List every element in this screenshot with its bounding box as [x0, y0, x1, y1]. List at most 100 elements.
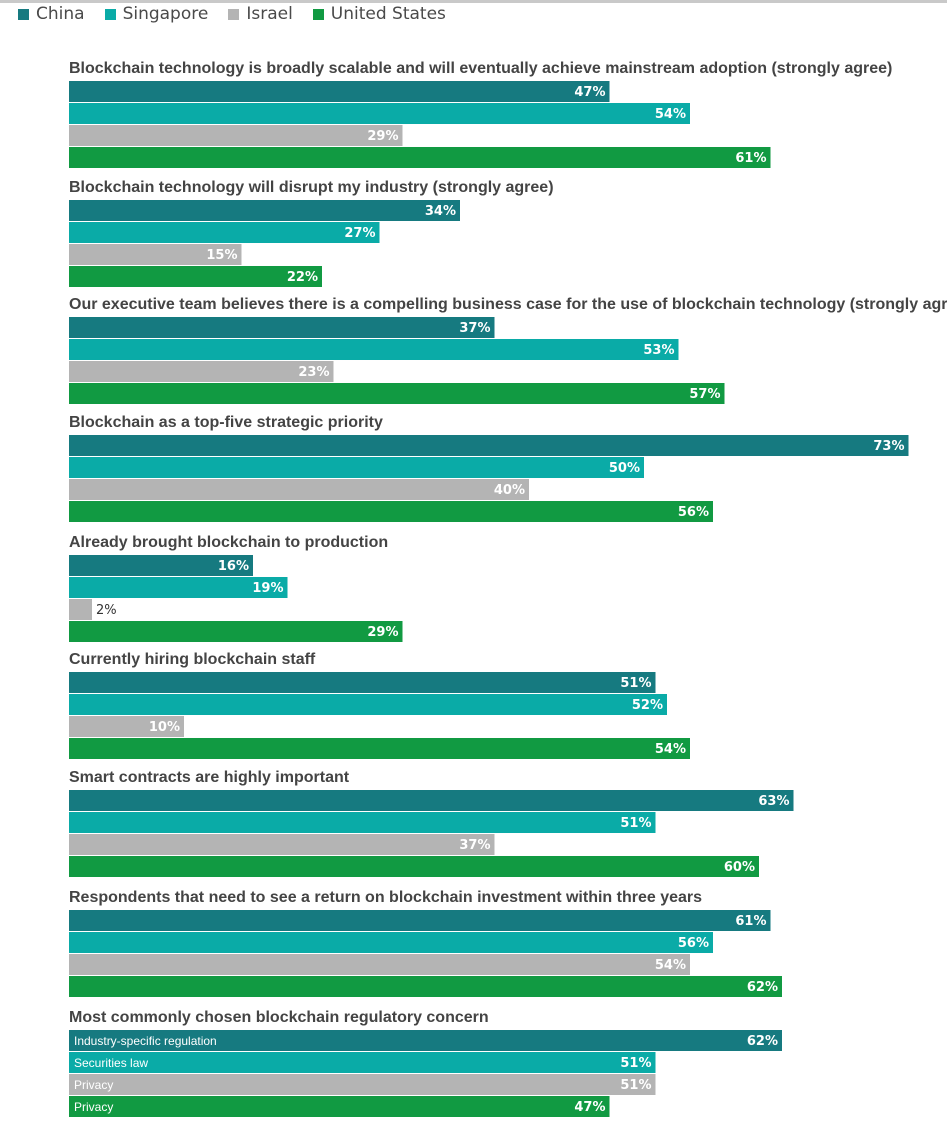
value-label-singapore-6: 52% — [632, 698, 663, 713]
legend-swatch-united-states — [312, 8, 324, 20]
bar-annotation-3: Privacy — [74, 1078, 113, 1092]
bar-israel-8 — [69, 954, 690, 975]
bar-singapore-9 — [69, 1052, 656, 1073]
legend-label-united-states: United States — [330, 4, 446, 24]
value-label-israel-7: 37% — [459, 838, 490, 853]
value-label-china-2: 34% — [425, 204, 456, 219]
value-label-singapore-8: 56% — [678, 936, 709, 951]
bar-singapore-6 — [69, 694, 667, 715]
value-label-united-states-2: 22% — [287, 270, 318, 285]
bar-china-1 — [69, 81, 610, 102]
legend-item-israel: Israel — [228, 4, 293, 24]
value-label-singapore-7: 51% — [620, 816, 651, 831]
category-title-3: Our executive team believes there is a c… — [69, 296, 947, 313]
bar-china-7 — [69, 790, 794, 811]
bar-singapore-8 — [69, 932, 713, 953]
category-title-1: Blockchain technology is broadly scalabl… — [69, 60, 892, 77]
value-label-israel-9: 51% — [620, 1078, 651, 1093]
bar-united-states-4 — [69, 501, 713, 522]
value-label-united-states-6: 54% — [655, 742, 686, 757]
legend-label-israel: Israel — [246, 4, 293, 24]
bar-united-states-2 — [69, 266, 322, 287]
value-label-israel-5: 2% — [96, 603, 117, 618]
value-label-singapore-3: 53% — [643, 343, 674, 358]
bar-singapore-5 — [69, 577, 288, 598]
category-title-4: Blockchain as a top-five strategic prior… — [69, 414, 383, 431]
top-border-line — [0, 0, 947, 3]
bar-annotation-2: Securities law — [74, 1056, 148, 1070]
value-label-singapore-5: 19% — [252, 581, 283, 596]
value-label-united-states-7: 60% — [724, 860, 755, 875]
value-label-china-1: 47% — [574, 85, 605, 100]
value-label-china-6: 51% — [620, 676, 651, 691]
value-label-israel-3: 23% — [298, 365, 329, 380]
bar-singapore-7 — [69, 812, 656, 833]
value-label-singapore-9: 51% — [620, 1056, 651, 1071]
value-label-israel-4: 40% — [494, 483, 525, 498]
bar-china-4 — [69, 435, 909, 456]
value-label-israel-6: 10% — [149, 720, 180, 735]
bar-annotation-1: Industry-specific regulation — [74, 1034, 217, 1048]
bar-singapore-3 — [69, 339, 679, 360]
category-title-8: Respondents that need to see a return on… — [69, 889, 702, 906]
value-label-united-states-1: 61% — [735, 151, 766, 166]
value-label-united-states-3: 57% — [689, 387, 720, 402]
bar-china-5 — [69, 555, 253, 576]
value-label-singapore-1: 54% — [655, 107, 686, 122]
value-label-china-4: 73% — [873, 439, 904, 454]
value-label-united-states-8: 62% — [747, 980, 778, 995]
bar-united-states-5 — [69, 621, 403, 642]
value-label-china-8: 61% — [735, 914, 766, 929]
legend-swatch-singapore — [104, 8, 116, 20]
value-label-united-states-5: 29% — [367, 625, 398, 640]
bar-israel-1 — [69, 125, 403, 146]
bar-israel-9 — [69, 1074, 656, 1095]
category-title-5: Already brought blockchain to production — [69, 534, 388, 551]
bar-united-states-9 — [69, 1096, 610, 1117]
chart-legend: China Singapore Israel United States — [18, 4, 466, 24]
bar-china-3 — [69, 317, 495, 338]
bar-singapore-2 — [69, 222, 380, 243]
bar-singapore-1 — [69, 103, 690, 124]
bar-israel-5 — [69, 599, 92, 620]
bar-israel-3 — [69, 361, 334, 382]
bar-annotation-4: Privacy — [74, 1100, 113, 1114]
category-title-6: Currently hiring blockchain staff — [69, 651, 316, 668]
legend-swatch-israel — [228, 8, 240, 20]
value-label-singapore-2: 27% — [344, 226, 375, 241]
bar-singapore-4 — [69, 457, 644, 478]
legend-item-singapore: Singapore — [104, 4, 209, 24]
legend-swatch-china — [18, 8, 29, 20]
value-label-china-3: 37% — [459, 321, 490, 336]
bar-china-2 — [69, 200, 460, 221]
bar-china-6 — [69, 672, 656, 693]
legend-item-china: China — [18, 4, 85, 24]
bar-china-8 — [69, 910, 771, 931]
value-label-china-9: 62% — [747, 1034, 778, 1049]
bar-united-states-7 — [69, 856, 759, 877]
bar-united-states-8 — [69, 976, 782, 997]
bar-china-9 — [69, 1030, 782, 1051]
value-label-israel-1: 29% — [367, 129, 398, 144]
category-title-7: Smart contracts are highly important — [69, 769, 350, 786]
bar-united-states-3 — [69, 383, 725, 404]
bar-israel-4 — [69, 479, 529, 500]
value-label-singapore-4: 50% — [609, 461, 640, 476]
value-label-israel-8: 54% — [655, 958, 686, 973]
value-label-united-states-9: 47% — [574, 1100, 605, 1115]
legend-label-china: China — [36, 4, 85, 24]
bar-israel-6 — [69, 716, 184, 737]
legend-label-singapore: Singapore — [122, 4, 209, 24]
bar-united-states-1 — [69, 147, 771, 168]
bar-israel-2 — [69, 244, 242, 265]
value-label-united-states-4: 56% — [678, 505, 709, 520]
value-label-israel-2: 15% — [206, 248, 237, 263]
bar-israel-7 — [69, 834, 495, 855]
category-title-9: Most commonly chosen blockchain regulato… — [69, 1009, 489, 1026]
value-label-china-5: 16% — [218, 559, 249, 574]
legend-item-united-states: United States — [312, 4, 446, 24]
bar-united-states-6 — [69, 738, 690, 759]
category-title-2: Blockchain technology will disrupt my in… — [69, 179, 554, 196]
value-label-china-7: 63% — [758, 794, 789, 809]
